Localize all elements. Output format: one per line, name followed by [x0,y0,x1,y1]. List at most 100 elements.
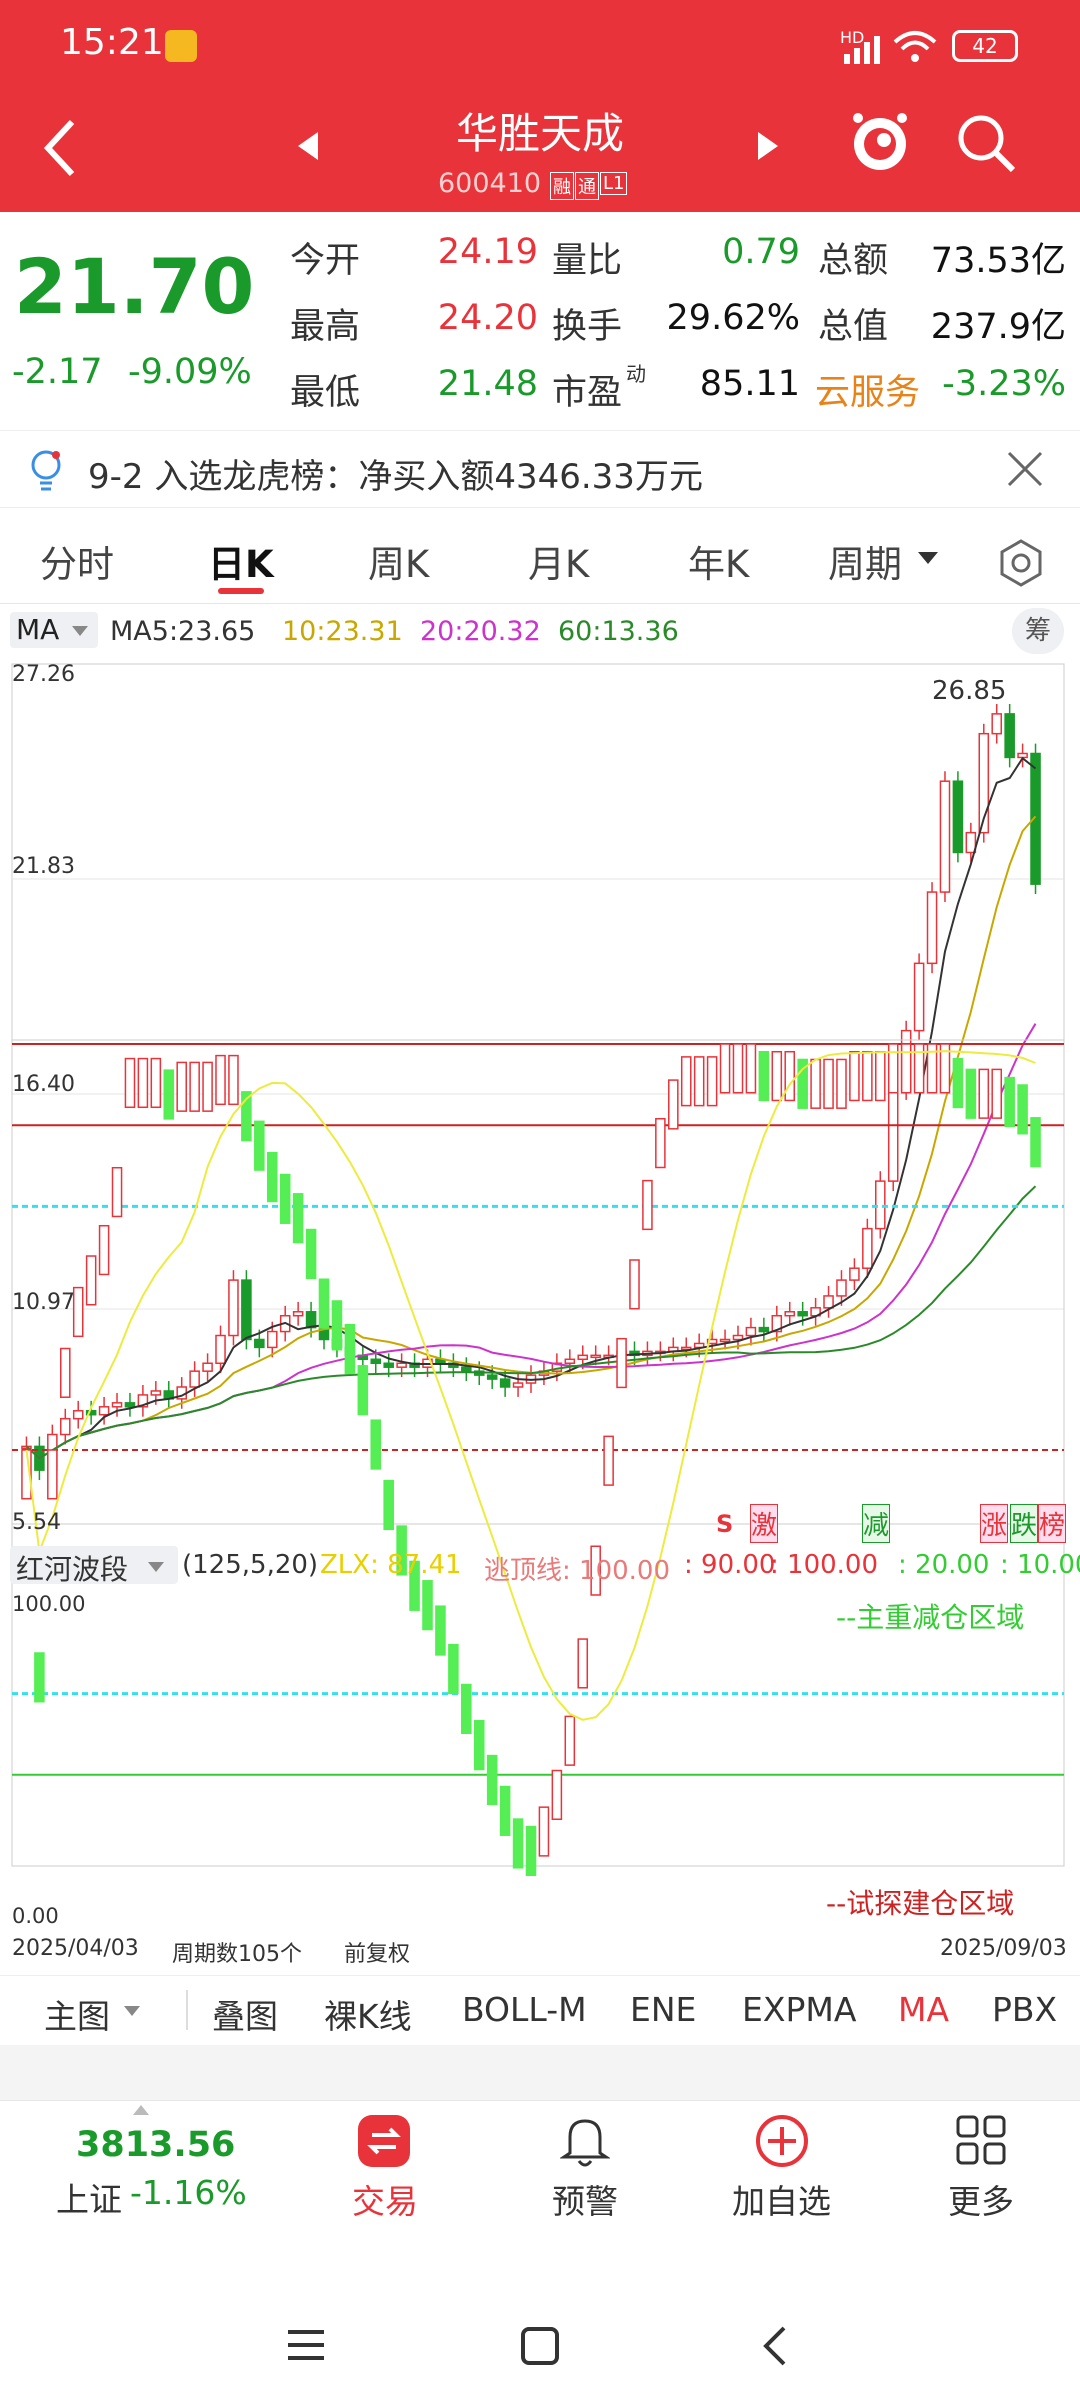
oscillator-bar [991,1068,1002,1119]
menu-icon[interactable] [286,2328,326,2362]
search-icon[interactable] [955,112,1019,176]
nav-trade[interactable]: 交易 [352,2182,418,2221]
trade-icon[interactable] [358,2115,410,2167]
overlay-tab-expma[interactable]: EXPMA [742,1990,857,2029]
notice-bar[interactable]: 9-2 入选龙虎榜：净买入额4346.33万元 [0,430,1080,508]
candle-body [590,1354,601,1359]
add-watchlist-icon[interactable] [754,2113,810,2169]
price-change: -2.17 [12,352,103,392]
nav-alert[interactable]: 预警 [552,2182,618,2221]
tab-yearly-k[interactable]: 年K [688,543,750,586]
close-icon[interactable] [1005,449,1045,489]
oscillator-bar [163,1069,175,1120]
overlay-tab-pbx[interactable]: PBX [992,1990,1058,2029]
end-date: 2025/09/03 [940,1936,1067,1961]
tab-period[interactable]: 周期 [828,543,902,586]
index-change[interactable]: -1.16% [130,2173,247,2212]
overlay-tab-stack[interactable]: 叠图 [212,1997,278,2036]
tab-monthly-k[interactable]: 月K [528,543,590,586]
oscillator-bar [603,1435,614,1486]
label-amount: 总额 [818,241,889,281]
chip-button[interactable]: 筹 [1012,608,1064,654]
grid-more-icon[interactable] [956,2115,1006,2165]
candle-body [771,1314,783,1333]
tab-intraday[interactable]: 分时 [40,543,114,586]
oscillator-bar [1004,1076,1015,1128]
value-sector[interactable]: -3.23% [942,364,1066,404]
candle-body [875,1180,886,1230]
header-bar: 15:21 HD 42 华胜天成 600410 融 通 L1 [0,0,1080,212]
candle-body [98,1406,110,1416]
candle-body [564,1358,576,1364]
candle-body [124,1402,136,1408]
oscillator-bar [370,1419,382,1470]
candle-body [305,1311,317,1329]
oscillator-bar [228,1054,239,1106]
index-name[interactable]: 上证 [56,2180,122,2219]
overlay-tab-ma[interactable]: MA [898,1990,950,2029]
oscillator-bar [693,1056,705,1107]
overlay-tab-main[interactable]: 主图 [44,1997,110,2036]
oscillator-bar [719,1043,731,1094]
oscillator-bar [668,1079,679,1130]
signal-die: 跌 [1010,1504,1039,1543]
nav-more[interactable]: 更多 [948,2182,1014,2221]
candle-body [784,1311,796,1317]
next-stock-icon[interactable] [756,130,780,162]
candle-body [202,1362,213,1372]
home-icon[interactable] [520,2326,560,2366]
signal-ji: 激 [750,1504,779,1543]
index-value[interactable]: 3813.56 [76,2125,236,2165]
oscillator-bar [241,1091,252,1142]
ma10-value: 10:23.31 [282,616,403,647]
candle-body [137,1394,149,1408]
notification-icon [165,30,197,62]
label-pe: 市盈 [552,373,623,413]
oscillator-bar [176,1061,187,1112]
oscillator-bar [473,1720,485,1771]
label-turnover: 换手 [552,307,623,347]
overlay-tab-naked-k[interactable]: 裸K线 [324,1997,412,2036]
indicator-selector[interactable] [10,1546,178,1584]
up-arrow-icon [133,2105,149,2115]
settings-icon[interactable] [996,538,1046,588]
robot-assistant-icon[interactable] [850,108,910,178]
tab-daily-k[interactable]: 日K [208,543,274,586]
overlay-tab-boll[interactable]: BOLL-M [462,1990,587,2029]
back-icon[interactable] [40,118,80,178]
indicator-v2: : 100.00 [770,1550,878,1580]
oscillator-bar [150,1057,162,1109]
oscillator-bar [1030,1117,1041,1168]
tab-weekly-k[interactable]: 周K [368,543,430,586]
value-high: 24.20 [437,298,538,338]
oscillator-bar [642,1179,653,1231]
signal-bang: 榜 [1038,1504,1067,1543]
kline-chart-area[interactable]: MA MA5:23.65 10:23.31 20:20.32 60:13.36 … [0,604,1080,1974]
stock-title: 华胜天成 [455,109,624,158]
candle-body [965,831,977,854]
candle-body [1017,752,1028,759]
indicator-name: 红河波段 [16,1553,129,1586]
ma60-value: 60:13.36 [558,616,679,647]
candle-body [991,713,1002,735]
system-back-icon[interactable] [760,2324,790,2368]
candle-body [680,1346,692,1351]
oscillator-bar [965,1068,977,1119]
overlay-tab-ene[interactable]: ENE [630,1990,697,2029]
period-count: 周期数105个 [172,1942,302,1967]
nav-add-watchlist[interactable]: 加自选 [732,2182,831,2221]
ma5-value: MA5:23.65 [110,616,256,647]
prev-stock-icon[interactable] [296,130,320,162]
wifi-icon [893,31,937,62]
oscillator-bar [331,1300,343,1351]
signal-zhang: 涨 [980,1504,1009,1543]
bell-icon[interactable] [560,2113,610,2169]
value-open: 24.19 [437,232,538,272]
candle-body [292,1311,304,1317]
indicator-v3: : 20.00 [898,1550,990,1580]
overlay-tabs: 主图 叠图 裸K线 BOLL-M ENE EXPMA MA PBX [0,1975,1080,2045]
oscillator-bar [486,1754,498,1806]
ma60-line [25,1185,1037,1460]
label-sector[interactable]: 云服务 [815,373,921,413]
label-high: 最高 [290,307,361,347]
